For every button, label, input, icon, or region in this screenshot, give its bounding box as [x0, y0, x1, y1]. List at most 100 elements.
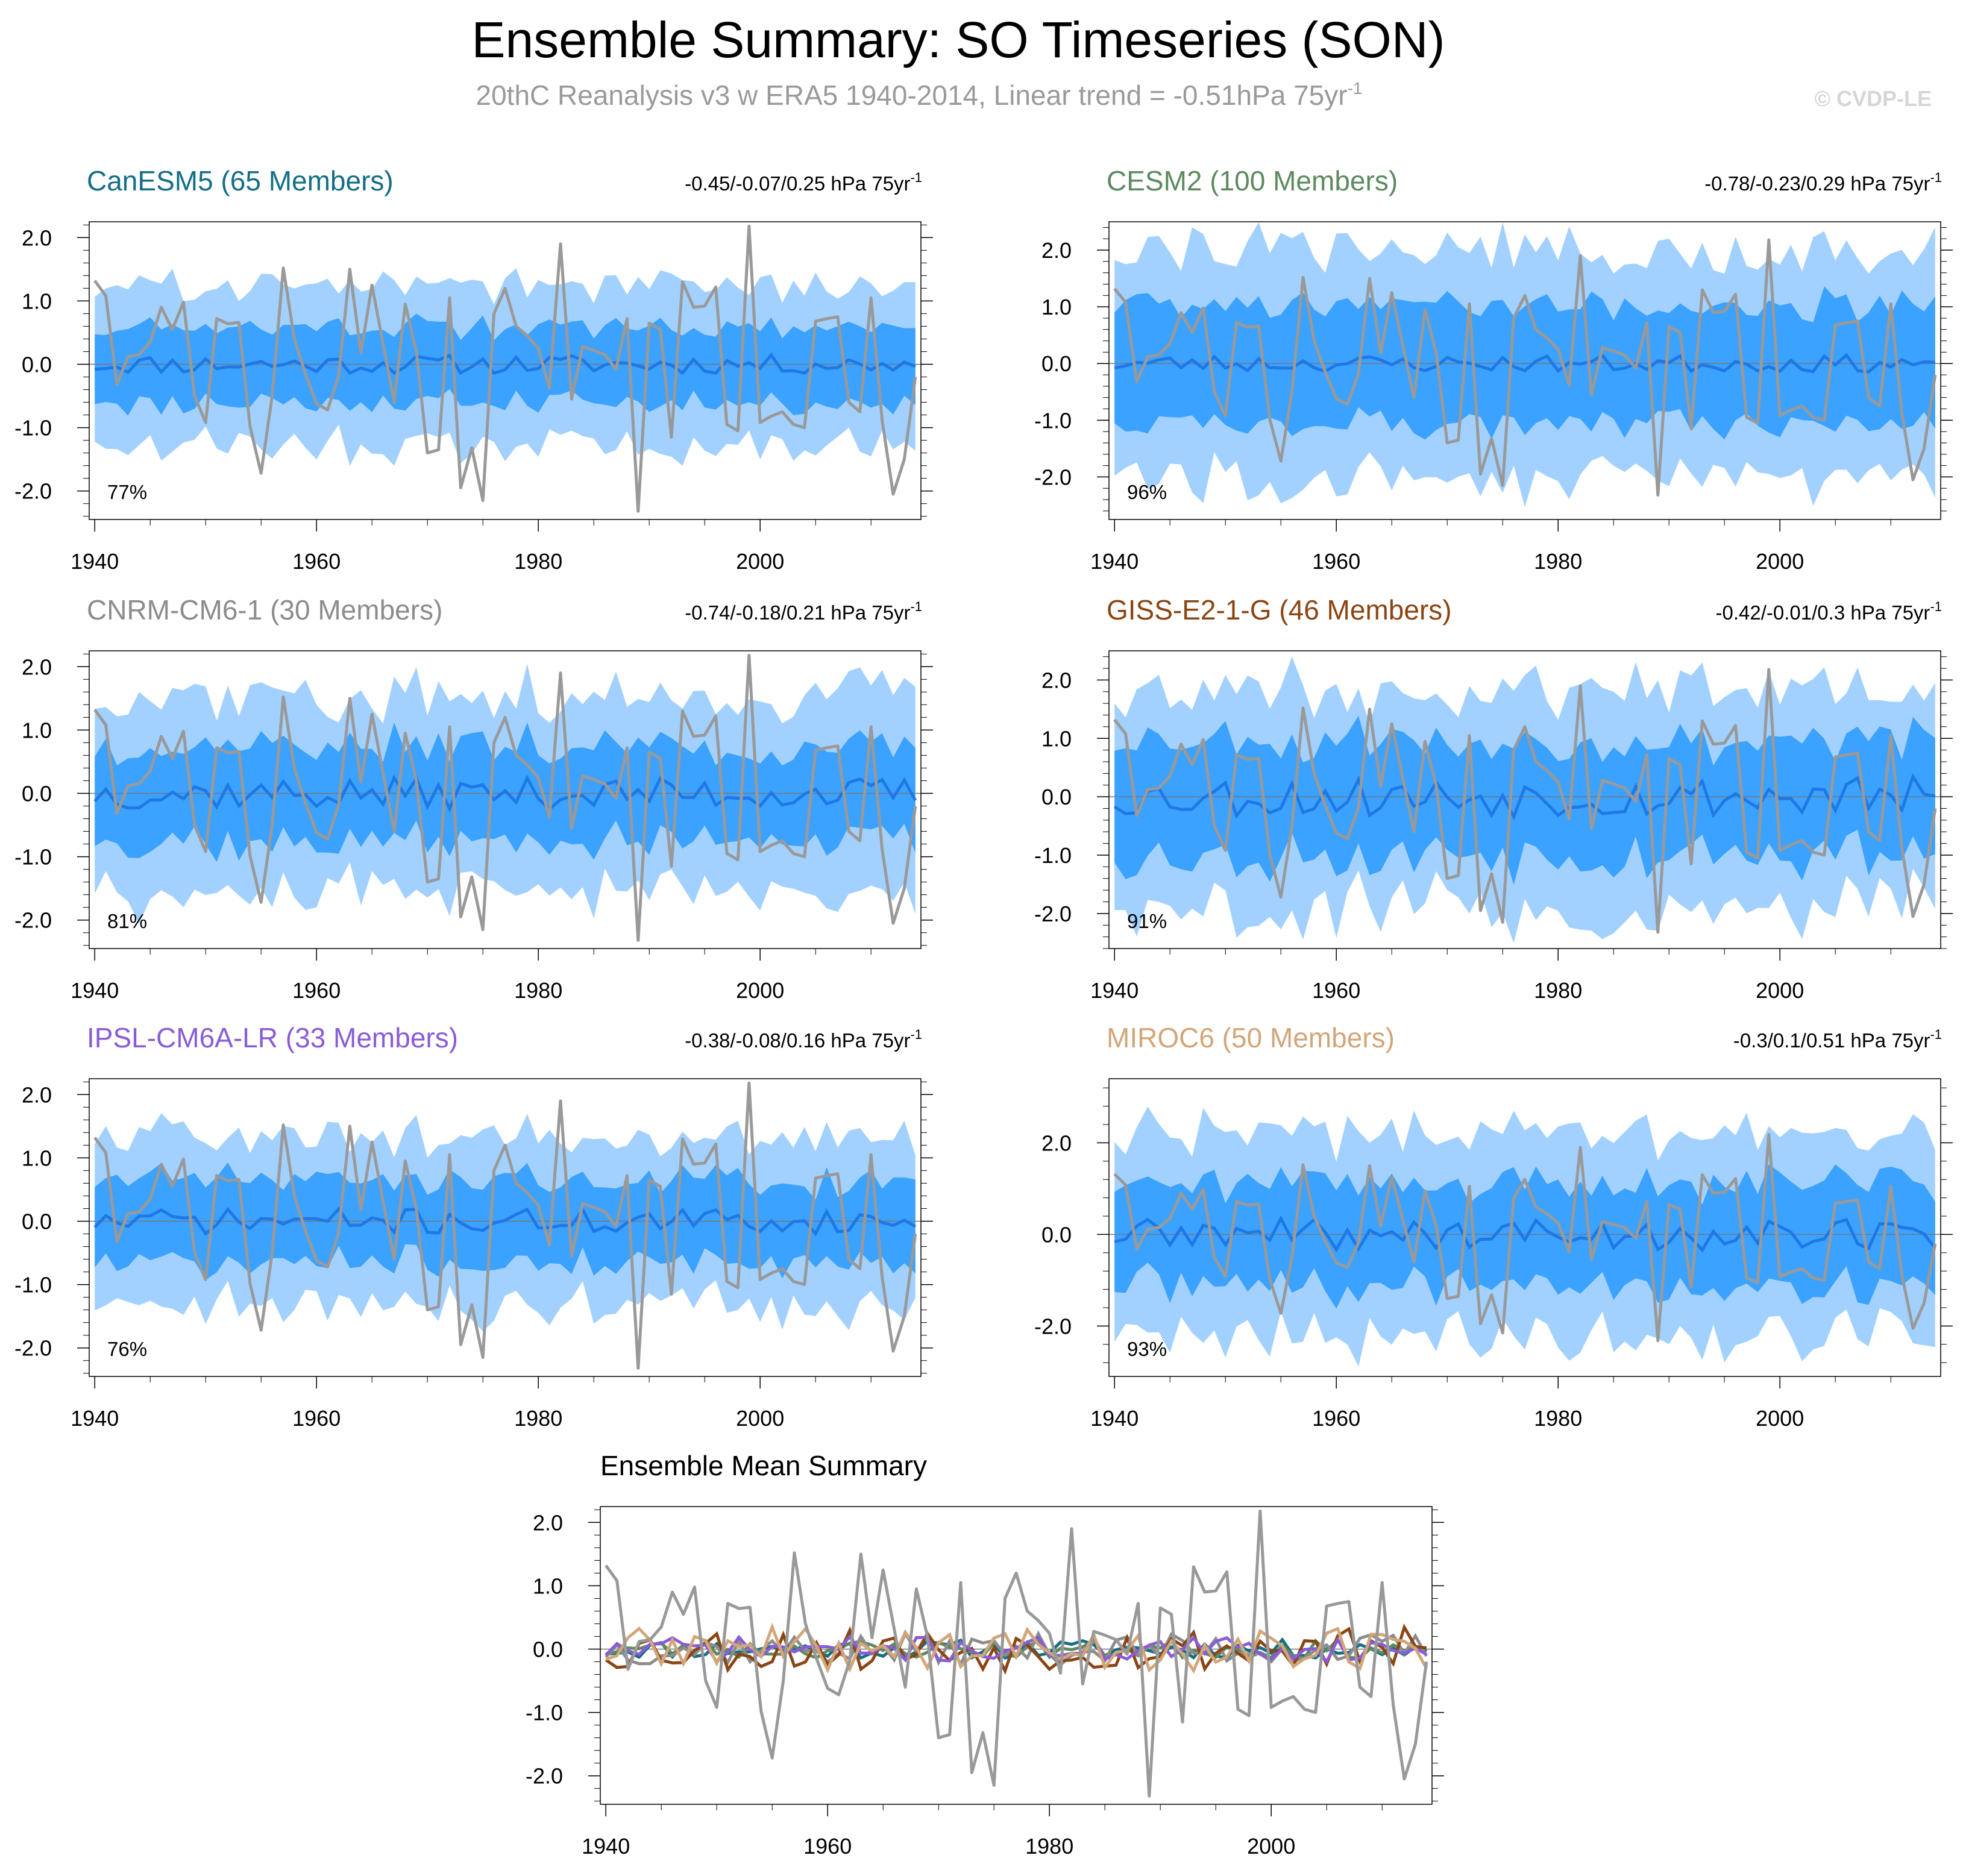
plot-area [1109, 656, 1941, 943]
figure-subtitle-text: 20thC Reanalysis v3 w ERA5 1940-2014, Li… [476, 80, 1348, 111]
plot-area [89, 1081, 921, 1370]
band-inner [1114, 286, 1935, 440]
observed-line [605, 1509, 1428, 1798]
xtick-label: 2000 [1247, 1834, 1295, 1859]
xtick-label: 1980 [1025, 1834, 1073, 1859]
ensemble-mean-line [1114, 353, 1935, 374]
panel-4: IPSL-CM6A-LR (33 Members) -0.38/-0.08/0.1… [14, 1022, 933, 1431]
xtick-label: 2000 [736, 1406, 784, 1431]
ytick-label: 1.0 [22, 289, 52, 313]
observed-line [1113, 1133, 1937, 1343]
panel-trend-sup: -1 [910, 170, 922, 185]
ytick-label: -2.0 [14, 908, 52, 933]
ytick-label: 2.0 [533, 1510, 563, 1535]
xtick-label: 2000 [1756, 978, 1804, 1003]
panel-title: MIROC6 (50 Members) [1107, 1022, 1395, 1053]
panel-title: IPSL-CM6A-LR (33 Members) [87, 1022, 458, 1053]
xtick-label: 1940 [1090, 549, 1139, 574]
ytick-label: 2.0 [1041, 238, 1072, 263]
ytick-label: 1.0 [22, 718, 52, 742]
ytick-label: 2.0 [22, 225, 52, 250]
ytick-label: 0.0 [22, 781, 52, 806]
xtick-label: 1980 [1534, 978, 1582, 1003]
ytick-label: -1.0 [14, 416, 52, 441]
ytick-label: 0.0 [1041, 1222, 1072, 1247]
panels: CanESM5 (65 Members) -0.45/-0.07/0.25 hPa… [14, 165, 1953, 1859]
ytick-label: 0.0 [1041, 785, 1072, 809]
panel-trend-text: -0.38/-0.08/0.16 hPa 75yr [685, 1029, 910, 1052]
ytick-label: -1.0 [1034, 843, 1072, 868]
panel-0: CanESM5 (65 Members) -0.45/-0.07/0.25 hPa… [14, 165, 933, 574]
ytick-label: 0.0 [22, 1209, 52, 1234]
xtick-label: 1960 [1312, 978, 1360, 1003]
plot-area [89, 653, 921, 942]
xtick-label: 1960 [292, 549, 341, 574]
observed-line [1113, 238, 1937, 497]
band-inner [1114, 715, 1935, 885]
figure-title: Ensemble Summary: SO Timeseries (SON) [471, 11, 1445, 68]
panel-trend-text: -0.3/0.1/0.51 hPa 75yr [1733, 1029, 1930, 1052]
ensemble-mean-line [95, 352, 916, 375]
plot-area [89, 224, 921, 513]
ensemble-mean-line [1113, 773, 1936, 821]
panel-trend: -0.38/-0.08/0.16 hPa 75yr-1 [685, 1027, 922, 1052]
ensemble-mean-line [1114, 1215, 1936, 1253]
ytick-label: 0.0 [22, 352, 52, 377]
ytick-label: -1.0 [14, 845, 52, 870]
band-inner [1114, 1164, 1935, 1309]
panel-percent: 77% [107, 481, 147, 503]
ensemble-mean-line [93, 1206, 917, 1237]
ytick-label: -2.0 [14, 479, 52, 504]
panel-percent: 76% [107, 1338, 147, 1360]
panel-frame [1108, 221, 1941, 520]
panel-trend-sup: -1 [1930, 599, 1942, 614]
xtick-label: 2000 [736, 978, 784, 1003]
ytick-label: -2.0 [1034, 1314, 1072, 1338]
xtick-label: 1960 [292, 1406, 341, 1431]
ytick-label: 1.0 [1041, 726, 1072, 751]
panel-trend-text: -0.74/-0.18/0.21 hPa 75yr [685, 601, 910, 624]
ytick-label: -2.0 [1034, 902, 1072, 926]
xtick-label: 2000 [736, 549, 784, 574]
panel-5: MIROC6 (50 Members) -0.3/0.1/0.51 hPa 75y… [1034, 1022, 1953, 1431]
panel-percent: 91% [1127, 910, 1167, 932]
ytick-label: -2.0 [526, 1764, 563, 1789]
panel-title: CNRM-CM6-1 (30 Members) [87, 594, 442, 626]
ytick-label: 0.0 [533, 1637, 563, 1661]
xtick-label: 1960 [1312, 1406, 1360, 1431]
observed-line [1113, 668, 1937, 934]
panel-trend-sup: -1 [1930, 1027, 1942, 1042]
xtick-label: 1940 [1090, 1406, 1139, 1431]
panel-trend: -0.78/-0.23/0.29 hPa 75yr-1 [1704, 170, 1942, 195]
panel-trend-sup: -1 [910, 599, 922, 614]
ytick-label: -1.0 [14, 1273, 52, 1297]
panel-frame [89, 1078, 922, 1377]
panel-percent: 93% [1127, 1338, 1167, 1360]
panel-trend-sup: -1 [1930, 170, 1942, 185]
xtick-label: 1940 [71, 978, 119, 1003]
panel-frame [600, 1506, 1433, 1805]
panel-trend: -0.45/-0.07/0.25 hPa 75yr-1 [685, 170, 922, 195]
panel-trend-text: -0.45/-0.07/0.25 hPa 75yr [685, 172, 910, 195]
panel-title: Ensemble Mean Summary [600, 1450, 927, 1481]
ytick-label: 2.0 [22, 1082, 52, 1107]
xtick-label: 2000 [1756, 1406, 1804, 1431]
panel-1: CESM2 (100 Members) -0.78/-0.23/0.29 hPa … [1034, 165, 1953, 574]
ytick-label: 1.0 [533, 1573, 563, 1598]
xtick-label: 1960 [1312, 549, 1360, 574]
ytick-label: 2.0 [1041, 1131, 1072, 1155]
xtick-label: 1960 [292, 978, 341, 1003]
ytick-label: -2.0 [1034, 465, 1072, 489]
series-line-ipsl-cm6a-lr [605, 1634, 1428, 1664]
xtick-label: 1980 [514, 1406, 562, 1431]
plot-area [600, 1509, 1432, 1798]
xtick-label: 1940 [582, 1834, 630, 1859]
ytick-label: 2.0 [1041, 668, 1072, 692]
credit-label: © CVDP-LE [1814, 86, 1932, 111]
panel-frame [89, 221, 922, 520]
panel-6: Ensemble Mean Summary 2.0 1.0 0.0 -1.0 -2.0 19… [526, 1450, 1444, 1859]
panel-trend: -0.3/0.1/0.51 hPa 75yr-1 [1733, 1027, 1942, 1052]
panel-2: CNRM-CM6-1 (30 Members) -0.74/-0.18/0.21 … [14, 594, 933, 1003]
xtick-label: 1980 [1534, 549, 1582, 574]
ytick-label: 1.0 [1041, 295, 1072, 319]
